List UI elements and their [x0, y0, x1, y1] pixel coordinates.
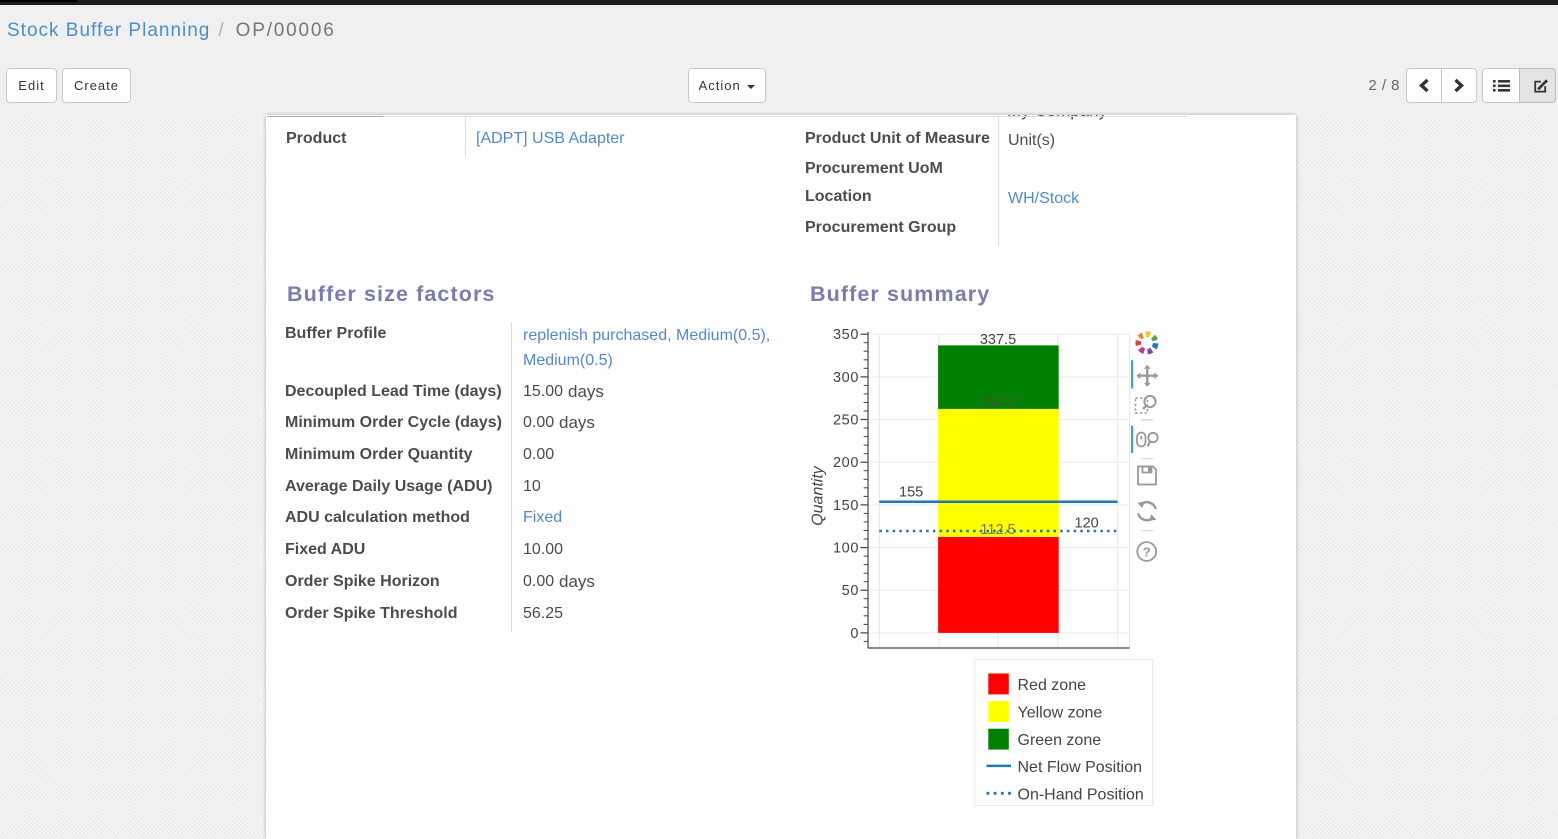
svg-text:Yellow zone: Yellow zone [1018, 705, 1103, 722]
svg-text:112.5: 112.5 [980, 522, 1015, 538]
svg-text:200: 200 [833, 455, 859, 471]
svg-text:50: 50 [842, 583, 859, 599]
svg-text:Quantity: Quantity [810, 465, 827, 526]
svg-text:250: 250 [833, 413, 859, 429]
svg-text:262.5: 262.5 [980, 394, 1016, 410]
svg-text:?: ? [1143, 544, 1151, 559]
svg-text:Green zone: Green zone [1018, 732, 1102, 749]
svg-text:0: 0 [850, 626, 859, 642]
svg-text:Net Flow Position: Net Flow Position [1018, 759, 1143, 776]
svg-text:120: 120 [1075, 515, 1099, 531]
svg-text:100: 100 [833, 541, 859, 557]
svg-text:Red zone: Red zone [1018, 677, 1087, 694]
svg-text:155: 155 [899, 485, 923, 501]
svg-text:337.5: 337.5 [980, 332, 1016, 348]
svg-text:300: 300 [833, 370, 859, 386]
svg-text:On-Hand Position: On-Hand Position [1018, 786, 1144, 803]
svg-text:350: 350 [833, 327, 859, 343]
svg-text:150: 150 [833, 498, 859, 514]
